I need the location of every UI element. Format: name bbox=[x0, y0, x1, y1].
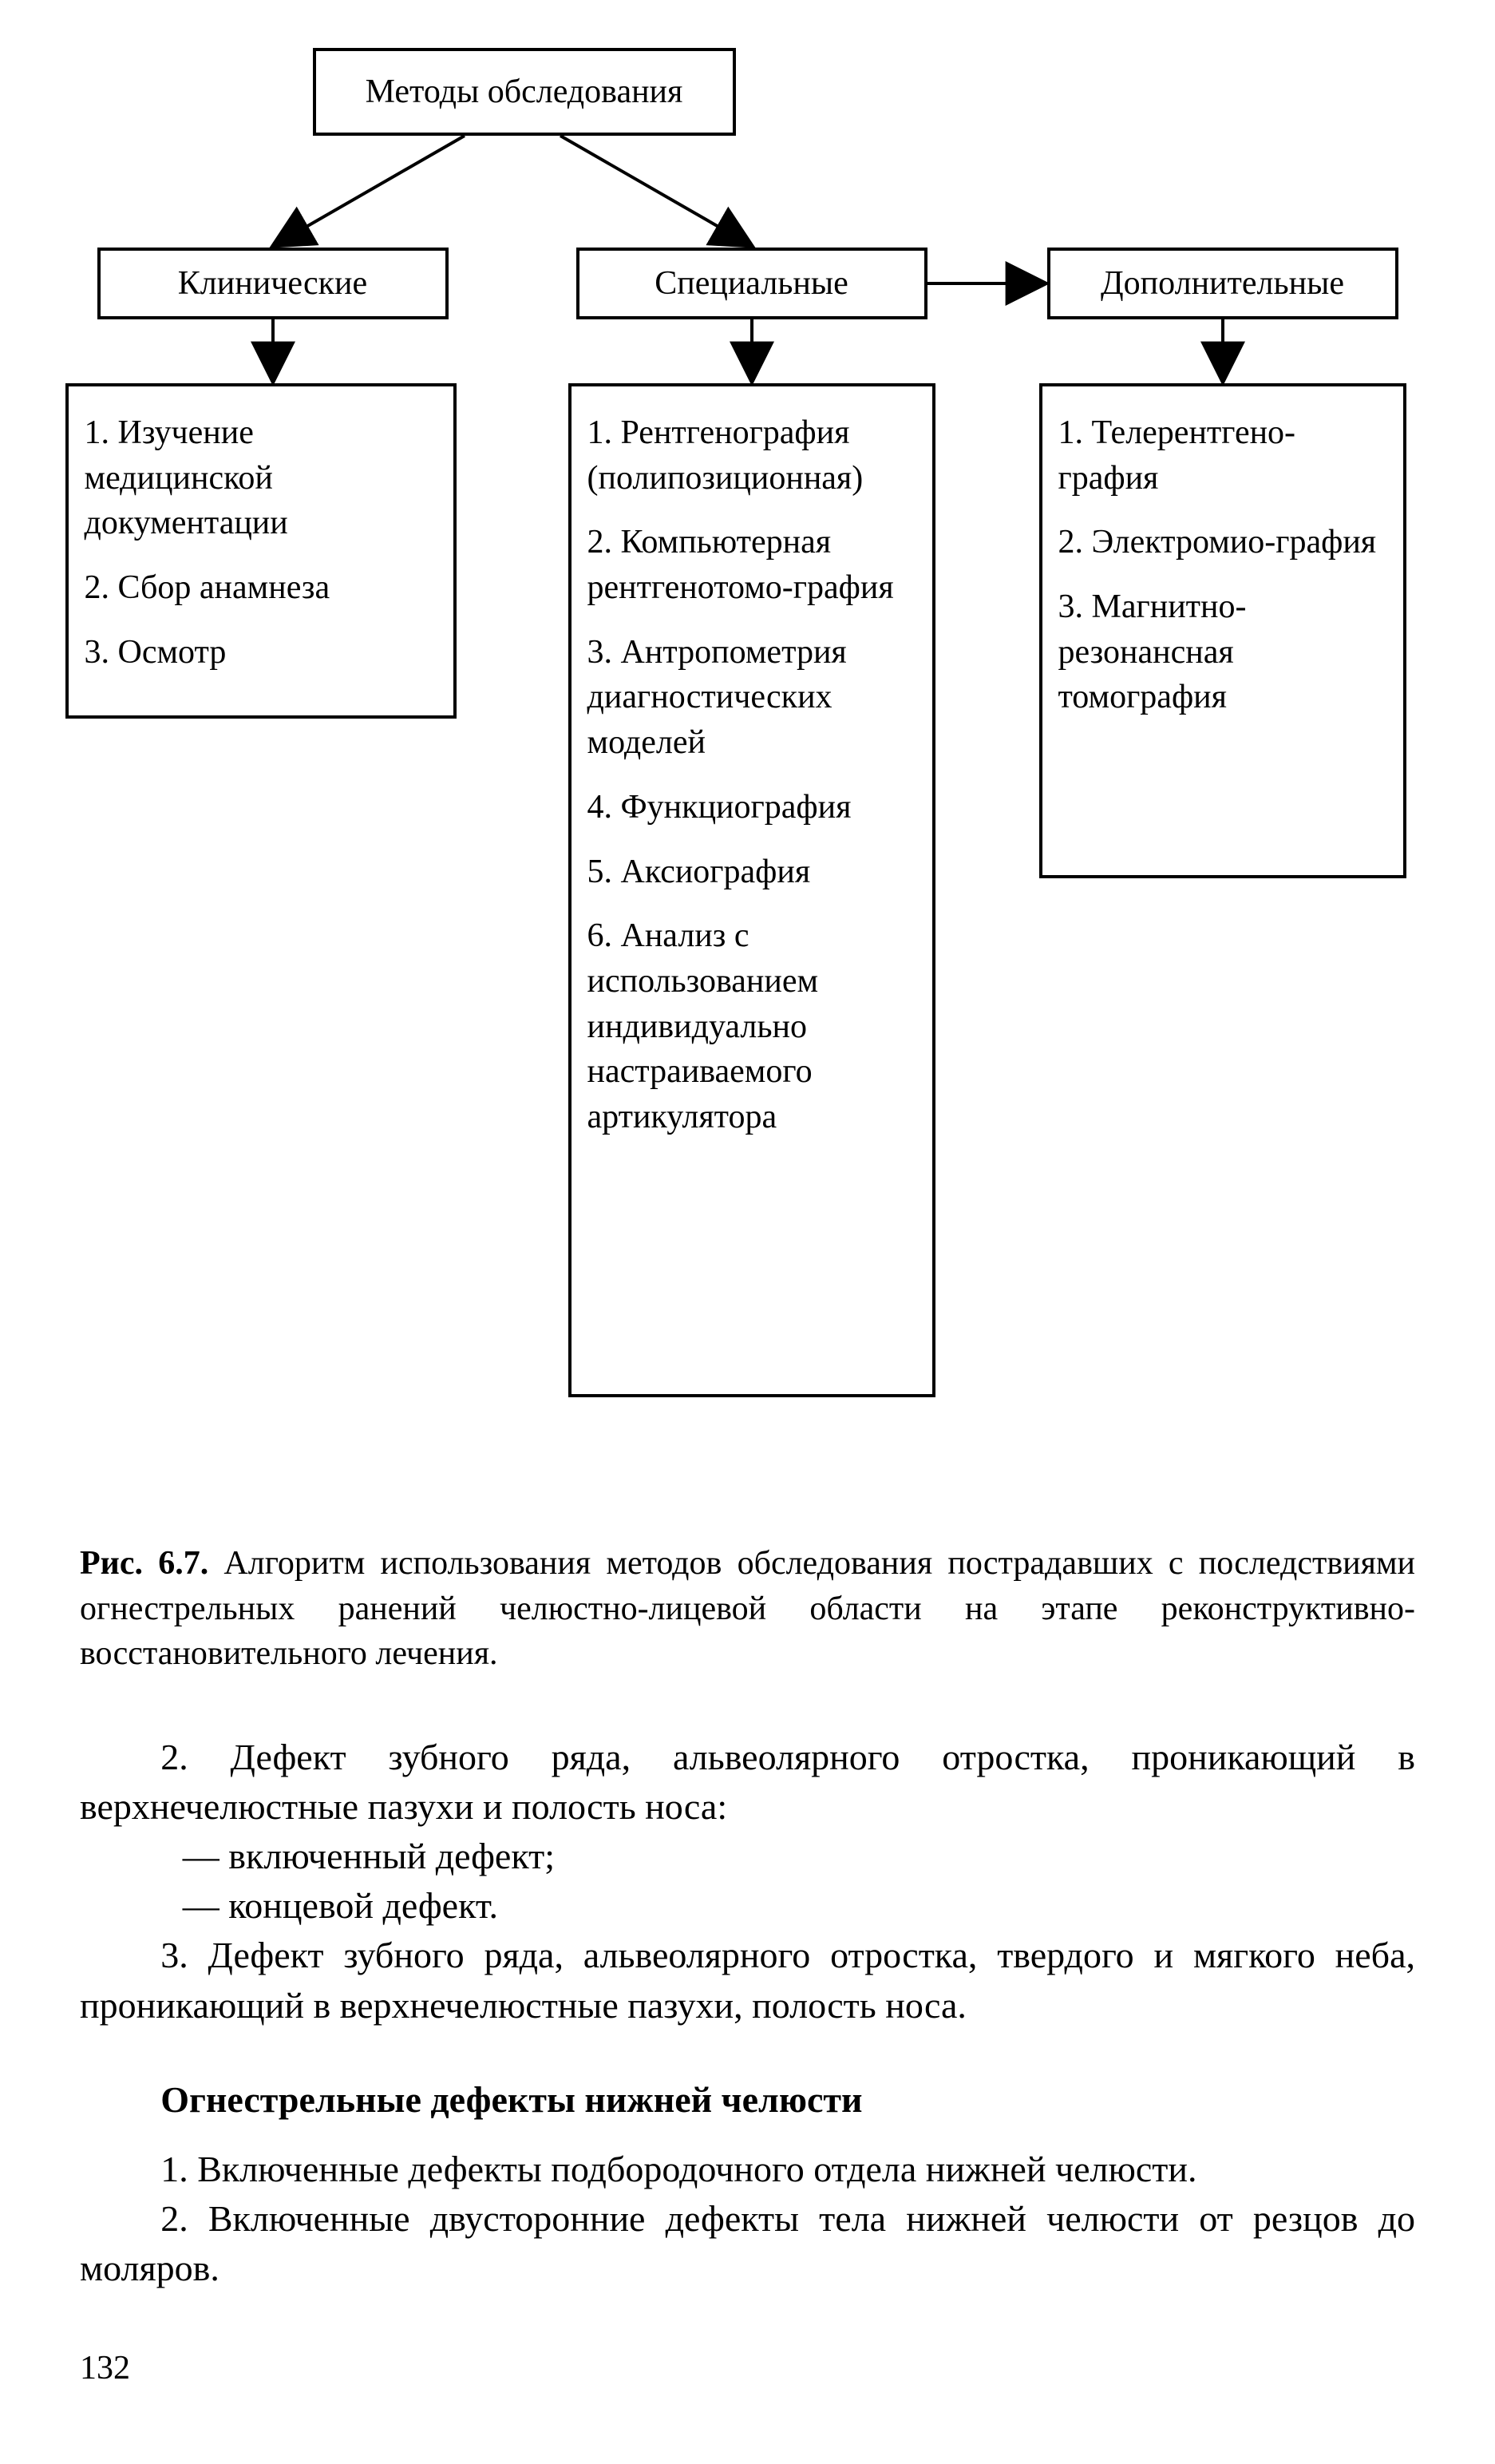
list-item: 1. Телерентгено-графия bbox=[1058, 410, 1387, 501]
node-additional-list: 1. Телерентгено-графия 2. Электромио-гра… bbox=[1039, 383, 1406, 878]
list-item: 2. Сбор анамнеза bbox=[85, 565, 437, 611]
lower-p2: 2. Включенные двусторонние дефекты тела … bbox=[80, 2194, 1415, 2293]
node-root: Методы обследования bbox=[313, 48, 736, 136]
list-item: 6. Анализ с использованием индивидуально… bbox=[587, 913, 916, 1139]
lower-text-block: 1. Включенные дефекты подбородочного отд… bbox=[80, 2145, 1415, 2293]
node-additional-label: Дополнительные bbox=[1101, 263, 1344, 303]
list-item: 4. Функциография bbox=[587, 785, 916, 830]
figure-caption-text: Алгоритм использования методов обследова… bbox=[80, 1545, 1415, 1672]
list-item: 2. Компьютерная рентгенотомо-графия bbox=[587, 520, 916, 610]
list-item: 3. Магнитно-резонансная томография bbox=[1058, 584, 1387, 720]
node-clinical-label: Клинические bbox=[178, 263, 367, 303]
figure-caption: Рис. 6.7. Алгоритм использования методов… bbox=[80, 1541, 1415, 1677]
list-item: 2. Электромио-графия bbox=[1058, 520, 1387, 565]
list-item: 3. Осмотр bbox=[85, 630, 437, 675]
figure-label: Рис. 6.7. bbox=[80, 1545, 208, 1582]
list-item: 1. Рентгенография (полипозиционная) bbox=[587, 410, 916, 501]
list-item: 3. Антропометрия диагностических моделей bbox=[587, 630, 916, 766]
body-p3: 3. Дефект зубного ряда, альвеолярного от… bbox=[80, 1931, 1415, 2030]
node-clinical: Клинические bbox=[97, 248, 449, 319]
body-p2-item: — включенный дефект; bbox=[80, 1832, 1415, 1881]
node-special-list: 1. Рентгенография (полипозиционная) 2. К… bbox=[568, 383, 935, 1397]
page-number: 132 bbox=[80, 2349, 1415, 2387]
list-item: 1. Изучение медицинской документации bbox=[85, 410, 437, 546]
node-root-label: Методы обследования bbox=[366, 72, 683, 112]
body-text-block: 2. Дефект зубного ряда, альвеолярного от… bbox=[80, 1733, 1415, 2030]
node-additional: Дополнительные bbox=[1047, 248, 1398, 319]
node-special: Специальные bbox=[576, 248, 927, 319]
list-item: 5. Аксиография bbox=[587, 850, 916, 895]
lower-p1: 1. Включенные дефекты подбородочного отд… bbox=[80, 2145, 1415, 2194]
flowchart: Методы обследования Клинические Специаль… bbox=[49, 32, 1446, 1533]
node-special-label: Специальные bbox=[655, 263, 848, 303]
node-clinical-list: 1. Изучение медицинской документации 2. … bbox=[65, 383, 457, 719]
body-p2-item: — концевой дефект. bbox=[80, 1881, 1415, 1931]
section-heading: Огнестрельные дефекты нижней челюсти bbox=[80, 2078, 1415, 2121]
body-p2-lead: 2. Дефект зубного ряда, альвеолярного от… bbox=[80, 1733, 1415, 1832]
